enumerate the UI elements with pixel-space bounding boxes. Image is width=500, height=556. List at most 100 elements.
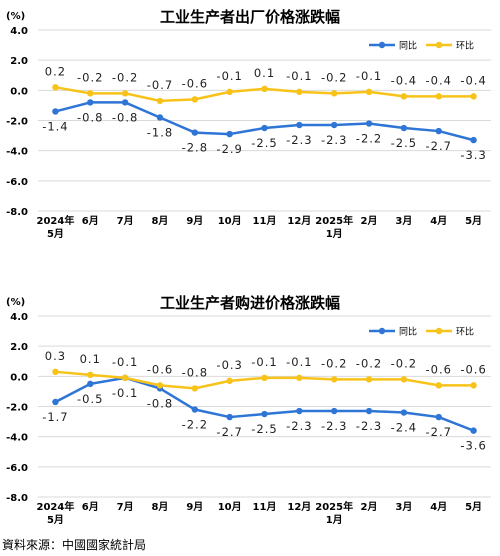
x-tick-label: 5月 bbox=[465, 501, 482, 513]
data-label: -2.7 bbox=[216, 425, 242, 439]
y-tick-label: 4.0 bbox=[10, 26, 28, 37]
data-label: -2.3 bbox=[321, 133, 347, 147]
data-point bbox=[87, 371, 94, 379]
data-label: -0.8 bbox=[182, 365, 208, 379]
data-label: -2.8 bbox=[182, 141, 208, 155]
data-label: -0.7 bbox=[147, 78, 173, 92]
y-tick-label: -6.0 bbox=[6, 177, 28, 188]
data-point bbox=[121, 374, 129, 382]
data-point bbox=[435, 127, 442, 135]
legend-label: 同比 bbox=[399, 326, 417, 338]
y-tick-label: -6.0 bbox=[6, 463, 28, 474]
data-point bbox=[365, 88, 373, 96]
y-tick-label: -2.0 bbox=[6, 403, 28, 414]
data-label: -0.2 bbox=[77, 70, 103, 84]
data-point bbox=[52, 84, 59, 91]
data-point bbox=[296, 407, 303, 415]
data-point bbox=[365, 376, 373, 383]
data-label: -2.3 bbox=[321, 419, 347, 433]
legend-marker bbox=[435, 327, 443, 335]
data-point bbox=[121, 99, 129, 106]
data-label: -1.8 bbox=[147, 125, 173, 139]
data-point bbox=[400, 409, 408, 416]
data-label: -0.1 bbox=[356, 69, 382, 83]
data-point bbox=[191, 96, 199, 103]
data-label: -2.2 bbox=[356, 132, 382, 146]
data-point bbox=[400, 124, 408, 132]
data-label: 0.1 bbox=[254, 66, 275, 80]
x-tick-label: 5月 bbox=[465, 215, 482, 227]
x-tick-label: 6月 bbox=[82, 501, 99, 513]
data-point bbox=[87, 99, 94, 106]
data-label: -2.5 bbox=[391, 136, 417, 150]
data-point bbox=[52, 368, 59, 376]
data-label: -0.4 bbox=[391, 73, 417, 87]
chart-ppi-purchase: 工业生产者购进价格涨跌幅 (%) 4.0 2.0 0.0 -2.0 -4.0 -6.0 -8.0… bbox=[6, 294, 491, 526]
x-tick-label: 2025年 1月 bbox=[315, 214, 353, 240]
data-label: -3.3 bbox=[460, 148, 486, 162]
data-label: -0.4 bbox=[426, 73, 452, 87]
data-point bbox=[435, 413, 442, 421]
data-label: -2.3 bbox=[286, 419, 312, 433]
data-label: -0.1 bbox=[286, 69, 312, 83]
data-label: -3.6 bbox=[460, 439, 486, 453]
data-point bbox=[330, 121, 338, 129]
data-point bbox=[52, 108, 59, 115]
data-point bbox=[330, 90, 338, 97]
x-tick-label: 9月 bbox=[186, 215, 203, 227]
data-label: 0.2 bbox=[45, 64, 66, 78]
data-point bbox=[52, 398, 59, 406]
x-tick-label: 8月 bbox=[151, 215, 168, 227]
data-point bbox=[365, 407, 373, 415]
data-label: -0.2 bbox=[112, 70, 138, 84]
x-tick-label: 10月 bbox=[218, 501, 242, 513]
data-point bbox=[156, 97, 164, 105]
data-label: -2.5 bbox=[251, 136, 277, 150]
data-point bbox=[226, 130, 233, 138]
x-tick-label: 11月 bbox=[253, 501, 277, 513]
data-point bbox=[261, 374, 268, 382]
chart-title: 工业生产者购进价格涨跌幅 bbox=[160, 294, 340, 312]
data-point bbox=[121, 90, 129, 97]
chart-title: 工业生产者出厂价格涨跌幅 bbox=[160, 8, 340, 26]
x-tick-label: 2024年 5月 bbox=[37, 214, 75, 240]
legend-label: 环比 bbox=[456, 40, 474, 52]
data-label: -0.2 bbox=[391, 356, 417, 370]
y-tick-label: -2.0 bbox=[6, 117, 28, 128]
x-tick-label: 8月 bbox=[151, 501, 168, 513]
data-label: -2.7 bbox=[426, 425, 452, 439]
y-tick-label: -8.0 bbox=[6, 493, 28, 504]
y-tick-label: -4.0 bbox=[6, 147, 28, 158]
data-label: -0.6 bbox=[182, 76, 208, 90]
data-point bbox=[400, 376, 408, 383]
data-point bbox=[226, 88, 233, 96]
x-tick-label: 7月 bbox=[117, 215, 134, 227]
data-label: -0.1 bbox=[216, 69, 242, 83]
data-point bbox=[261, 124, 268, 132]
data-label: -0.4 bbox=[460, 73, 486, 87]
y-tick-label: 0.0 bbox=[10, 372, 28, 383]
data-point bbox=[296, 88, 303, 96]
y-tick-label: 0.0 bbox=[10, 86, 28, 97]
x-tick-label: 2025年 1月 bbox=[315, 500, 353, 526]
legend-marker bbox=[378, 41, 386, 49]
data-label: -1.4 bbox=[42, 119, 68, 133]
x-tick-label: 2月 bbox=[361, 501, 378, 513]
data-point bbox=[435, 382, 442, 389]
data-point bbox=[330, 407, 338, 415]
data-point bbox=[435, 93, 442, 100]
data-label: -0.2 bbox=[321, 356, 347, 370]
chart-ppi-output: 工业生产者出厂价格涨跌幅 (%) 4.0 2.0 0.0 -2.0 -4.0 -6.0 -8.0… bbox=[6, 8, 491, 240]
data-point bbox=[400, 93, 408, 100]
x-tick-label: 11月 bbox=[253, 215, 277, 227]
data-label: -0.5 bbox=[77, 392, 103, 406]
data-point bbox=[365, 120, 373, 127]
legend-marker bbox=[435, 41, 443, 49]
data-label: -0.8 bbox=[77, 110, 103, 124]
y-tick-label: -4.0 bbox=[6, 433, 28, 444]
data-label: -0.6 bbox=[460, 362, 486, 376]
y-tick-label: -8.0 bbox=[6, 207, 28, 218]
data-label: -2.5 bbox=[251, 422, 277, 436]
data-label: 0.3 bbox=[45, 349, 66, 363]
x-tick-label: 7月 bbox=[117, 501, 134, 513]
